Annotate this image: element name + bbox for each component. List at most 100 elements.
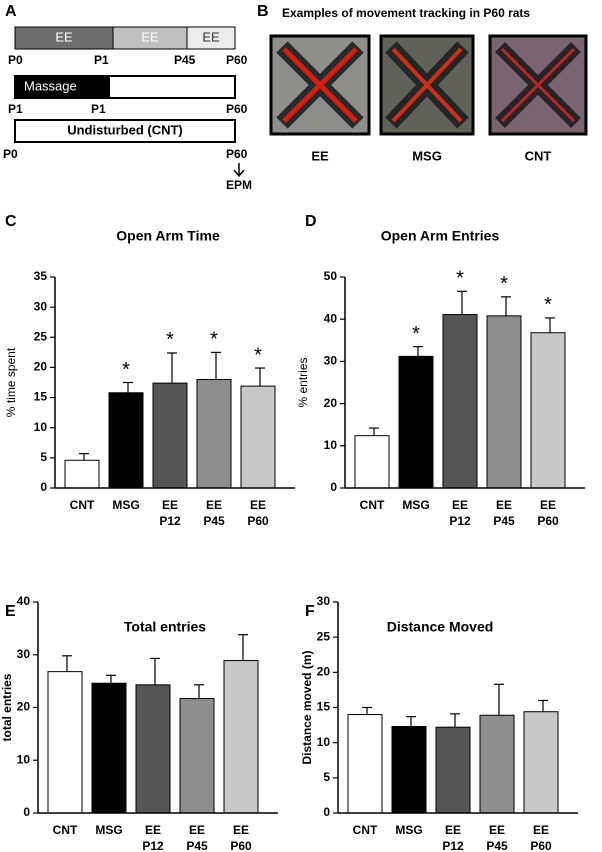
x-tick-label: EE P12 [159,498,181,528]
y-tick-label: 0 [23,805,30,819]
y-tick-label: 30 [324,354,338,368]
panel-label: E [5,603,16,620]
bar [108,392,144,489]
image-caption: CNT [525,148,552,163]
segment-label: EE [202,29,220,44]
x-tick-label: EE P60 [230,823,252,852]
bar [152,382,188,489]
bar [479,714,515,814]
timeline-segment [186,26,236,50]
y-tick-label: 0 [323,805,330,819]
timepoint: P60 [226,53,248,67]
panel-label: F [305,603,315,620]
bar [523,711,559,814]
y-tick-label: 25 [317,629,331,643]
segment-label: Undisturbed (CNT) [67,122,183,137]
arrow-head [233,169,245,178]
bar [91,682,127,814]
timepoint: P1 [8,102,23,116]
y-tick-label: 5 [40,450,47,464]
y-tick-label: 10 [317,735,331,749]
timepoint: P60 [226,102,248,116]
bar [240,385,276,489]
chart-title: Distance Moved [387,619,494,635]
x-tick-label: CNT [53,823,78,837]
significance-marker: * [500,273,508,295]
significance-marker: * [456,268,464,290]
x-tick-label: EE P60 [537,498,559,528]
significance-marker: * [412,323,420,345]
x-tick-label: MSG [95,823,122,837]
y-tick-label: 30 [17,647,31,661]
x-tick-label: EE P45 [486,823,508,852]
bar [347,714,383,814]
y-tick-label: 0 [330,480,337,494]
bar [64,459,100,489]
y-tick-label: 35 [34,269,48,283]
y-tick-label: 30 [34,299,48,313]
timepoint: P45 [174,53,196,67]
x-tick-label: CNT [353,823,378,837]
y-axis-label: total entries [0,673,14,741]
tracking-image [488,34,588,136]
y-tick-label: 5 [323,770,330,784]
significance-marker: * [254,344,262,366]
bar [354,435,390,489]
x-tick-label: MSG [112,498,139,512]
segment-label: EE [141,29,159,44]
y-tick-label: 30 [317,594,331,608]
significance-marker: * [122,359,130,381]
panel-label: D [305,213,317,230]
x-tick-label: EE P45 [186,823,208,852]
panel-label: A [5,3,17,20]
x-tick-label: EE P60 [247,498,269,528]
chart-title: Open Arm Time [116,228,220,244]
chart-title: Total entries [124,619,206,635]
bar [442,314,478,489]
bar [196,378,232,489]
image-caption: EE [311,148,329,163]
y-axis-label: Distance moved (m) [300,650,314,764]
x-tick-label: MSG [402,498,429,512]
timepoint: P0 [8,53,23,67]
x-tick-label: EE P12 [449,498,471,528]
segment-label: EE [55,29,73,44]
y-tick-label: 20 [324,396,338,410]
y-axis-label: % entries [296,357,310,407]
bar [223,660,259,814]
x-tick-label: MSG [395,823,422,837]
bar [179,698,215,814]
timepoint: P0 [3,147,18,161]
timeline-bar [14,119,236,143]
bar [486,315,522,489]
y-tick-label: 10 [34,420,48,434]
bar [47,671,83,814]
x-tick-label: CNT [360,498,385,512]
y-tick-label: 20 [34,360,48,374]
outcome-label: EPM [226,178,252,192]
tracking-image [269,34,371,136]
x-tick-label: CNT [70,498,95,512]
y-axis-label: % time spent [4,347,18,417]
bar [398,355,434,489]
y-tick-label: 15 [317,700,331,714]
y-tick-label: 20 [317,665,331,679]
panel-label: B [257,3,269,20]
significance-marker: * [210,329,218,351]
timeline-segment [15,76,110,98]
x-tick-label: EE P12 [442,823,464,852]
y-tick-label: 15 [34,390,48,404]
y-tick-label: 25 [34,329,48,343]
y-tick-label: 10 [17,752,31,766]
y-tick-label: 40 [17,594,31,608]
y-tick-label: 50 [324,269,338,283]
y-tick-label: 10 [324,438,338,452]
image-caption: MSG [412,148,442,163]
significance-marker: * [166,329,174,351]
timepoint: P1 [94,53,109,67]
panel-title: Examples of movement tracking in P60 rat… [282,6,530,20]
bar [435,726,471,814]
x-tick-label: EE P45 [203,498,225,528]
bar [135,684,171,814]
